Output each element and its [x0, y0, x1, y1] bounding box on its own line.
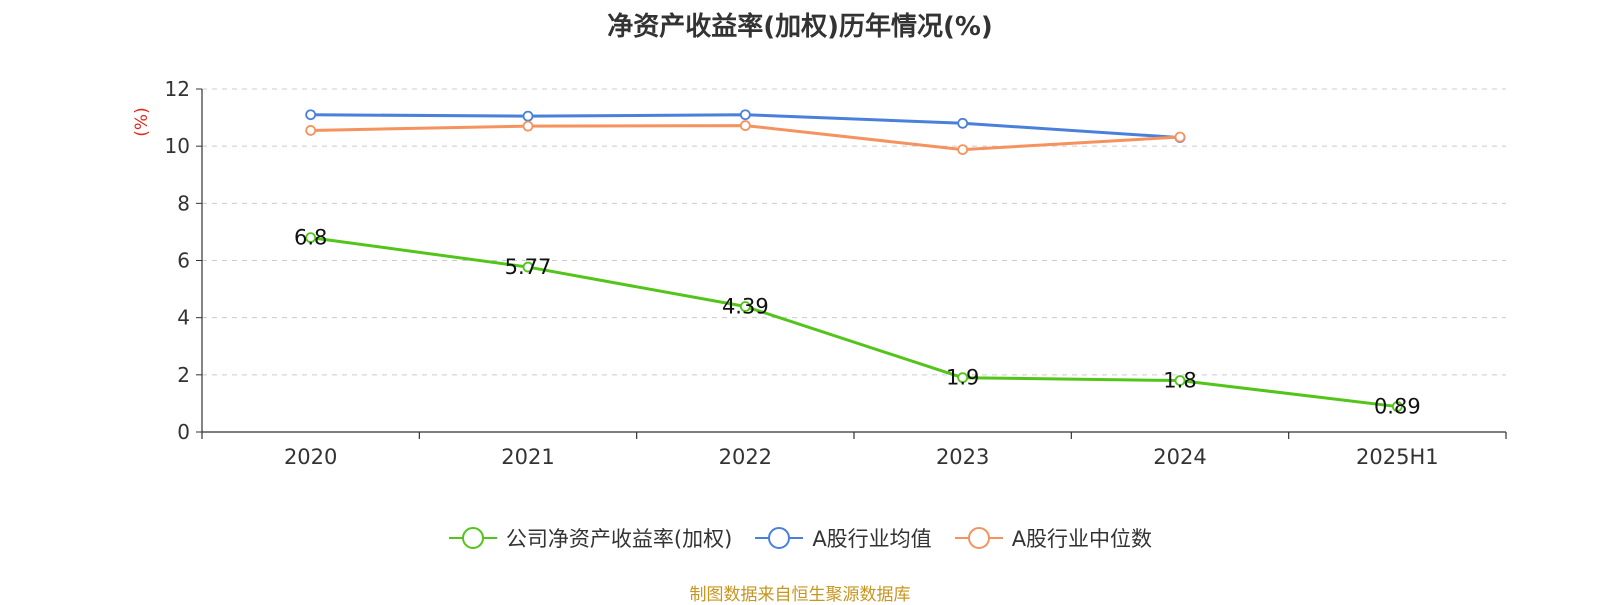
legend-item-1[interactable]: A股行业均值 [754, 523, 932, 553]
y-tick-label: 2 [177, 363, 190, 387]
data-point [1174, 375, 1186, 386]
data-labels: 6.8 5.77 4.39 1.9 1.8 0.89 [294, 226, 1421, 419]
x-tick-label: 2024 [1153, 445, 1206, 469]
legend-circle [967, 527, 990, 549]
y-tick-label: 4 [177, 306, 190, 330]
legend-circle [461, 527, 484, 549]
data-label: 1.8 [1163, 369, 1196, 393]
y-tick-label: 8 [177, 191, 190, 215]
data-point [1391, 401, 1403, 412]
data-point [522, 261, 534, 273]
axes: 0 2 4 6 8 10 12 2020 2021 2022 2023 2024 2025H1 (%) [132, 77, 1507, 469]
data-label: 6.8 [294, 226, 327, 250]
data-point [957, 372, 969, 384]
legend-symbol-icon [448, 527, 497, 549]
legend-symbol-icon [954, 527, 1003, 549]
series-line-0 [310, 236, 1398, 409]
legend-label: A股行业均值 [812, 527, 932, 551]
legend-symbol-icon [755, 527, 804, 549]
y-tick-label: 10 [165, 134, 190, 158]
data-label: 1.9 [946, 366, 979, 390]
y-tick-label: 6 [177, 249, 190, 273]
x-tick-label: 2020 [284, 445, 337, 469]
series-lines [305, 109, 1403, 412]
data-point [957, 117, 969, 129]
data-point [305, 232, 317, 244]
data-point [739, 109, 751, 121]
data-point [957, 144, 969, 155]
legend-label: A股行业中位数 [1011, 527, 1153, 551]
data-label: 5.77 [505, 255, 552, 279]
data-point [522, 120, 534, 132]
y-tick-label: 0 [177, 420, 190, 444]
x-tick-label: 2022 [719, 445, 772, 469]
data-label: 4.39 [722, 295, 769, 319]
legend-circle [768, 527, 791, 549]
data-label: 0.89 [1374, 395, 1421, 419]
data-point [739, 120, 751, 131]
data-point [739, 301, 751, 312]
y-tick-label: 12 [165, 77, 190, 101]
y-axis-label: (%) [132, 107, 152, 136]
chart-title: 净资产收益率(加权)历年情况(%) [607, 12, 993, 42]
x-tick-label: 2025H1 [1356, 445, 1439, 469]
legend: 公司净资产收益率(加权) A股行业均值 A股行业中位数 [0, 523, 1600, 553]
legend-item-0[interactable]: 公司净资产收益率(加权) [448, 523, 732, 553]
x-tick-label: 2023 [936, 445, 989, 469]
data-point [305, 125, 317, 136]
legend-label: 公司净资产收益率(加权) [505, 527, 733, 551]
source-note: 制图数据来自恒生聚源数据库 [689, 585, 911, 605]
x-tick-label: 2021 [501, 445, 554, 469]
legend-item-2[interactable]: A股行业中位数 [954, 523, 1152, 553]
data-point [1174, 131, 1186, 143]
data-point [305, 109, 317, 121]
data-point [522, 110, 534, 122]
grid-lines [202, 88, 1506, 376]
